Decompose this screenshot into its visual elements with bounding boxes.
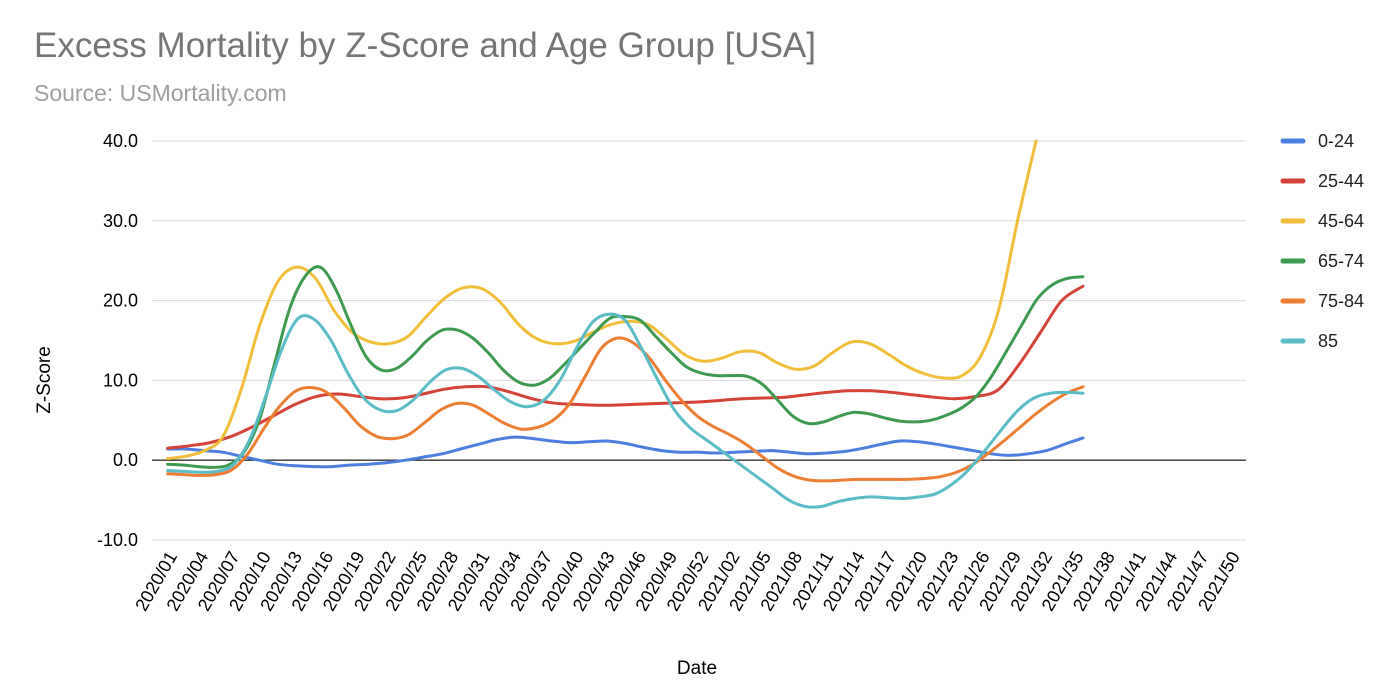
legend: 0-24 25-44 45-64 65-74 75-84 85 [1280, 131, 1364, 351]
x-tick-labels: 2020/012020/042020/072020/102020/132020/… [131, 548, 1244, 614]
series-line-65-74 [166, 265, 1085, 469]
legend-label: 85 [1318, 331, 1338, 351]
series-line-25-44 [166, 284, 1085, 450]
legend-item-75-84: 75-84 [1280, 291, 1364, 311]
series-lines [166, 139, 1085, 509]
y-tick-labels: 40.0 30.0 20.0 10.0 0.0 -10.0 [97, 131, 138, 550]
legend-label: 45-64 [1318, 211, 1364, 231]
y-tick-label: 10.0 [103, 370, 138, 390]
legend-item-0-24: 0-24 [1280, 131, 1354, 151]
y-tick-label: 40.0 [103, 131, 138, 151]
chart-subtitle: Source: USMortality.com [34, 80, 287, 106]
series-line-45-64 [166, 139, 1038, 461]
legend-label: 75-84 [1318, 291, 1364, 311]
legend-label: 65-74 [1318, 251, 1364, 271]
y-tick-label: -10.0 [97, 530, 138, 550]
y-tick-label: 20.0 [103, 291, 138, 311]
legend-item-85: 85 [1280, 331, 1338, 351]
y-tick-label: 30.0 [103, 211, 138, 231]
y-axis-title: Z-Score [34, 346, 55, 414]
y-tick-label: 0.0 [113, 450, 138, 470]
series-line-0-24 [166, 435, 1085, 469]
legend-item-45-64: 45-64 [1280, 211, 1364, 231]
legend-item-25-44: 25-44 [1280, 171, 1364, 191]
legend-label: 25-44 [1318, 171, 1364, 191]
legend-label: 0-24 [1318, 131, 1354, 151]
gridlines [152, 140, 1246, 541]
x-axis-title: Date [677, 658, 717, 679]
series-line-85 [166, 312, 1085, 509]
chart-title: Excess Mortality by Z-Score and Age Grou… [34, 26, 816, 65]
series-line-75-84 [166, 336, 1085, 483]
legend-item-65-74: 65-74 [1280, 251, 1364, 271]
